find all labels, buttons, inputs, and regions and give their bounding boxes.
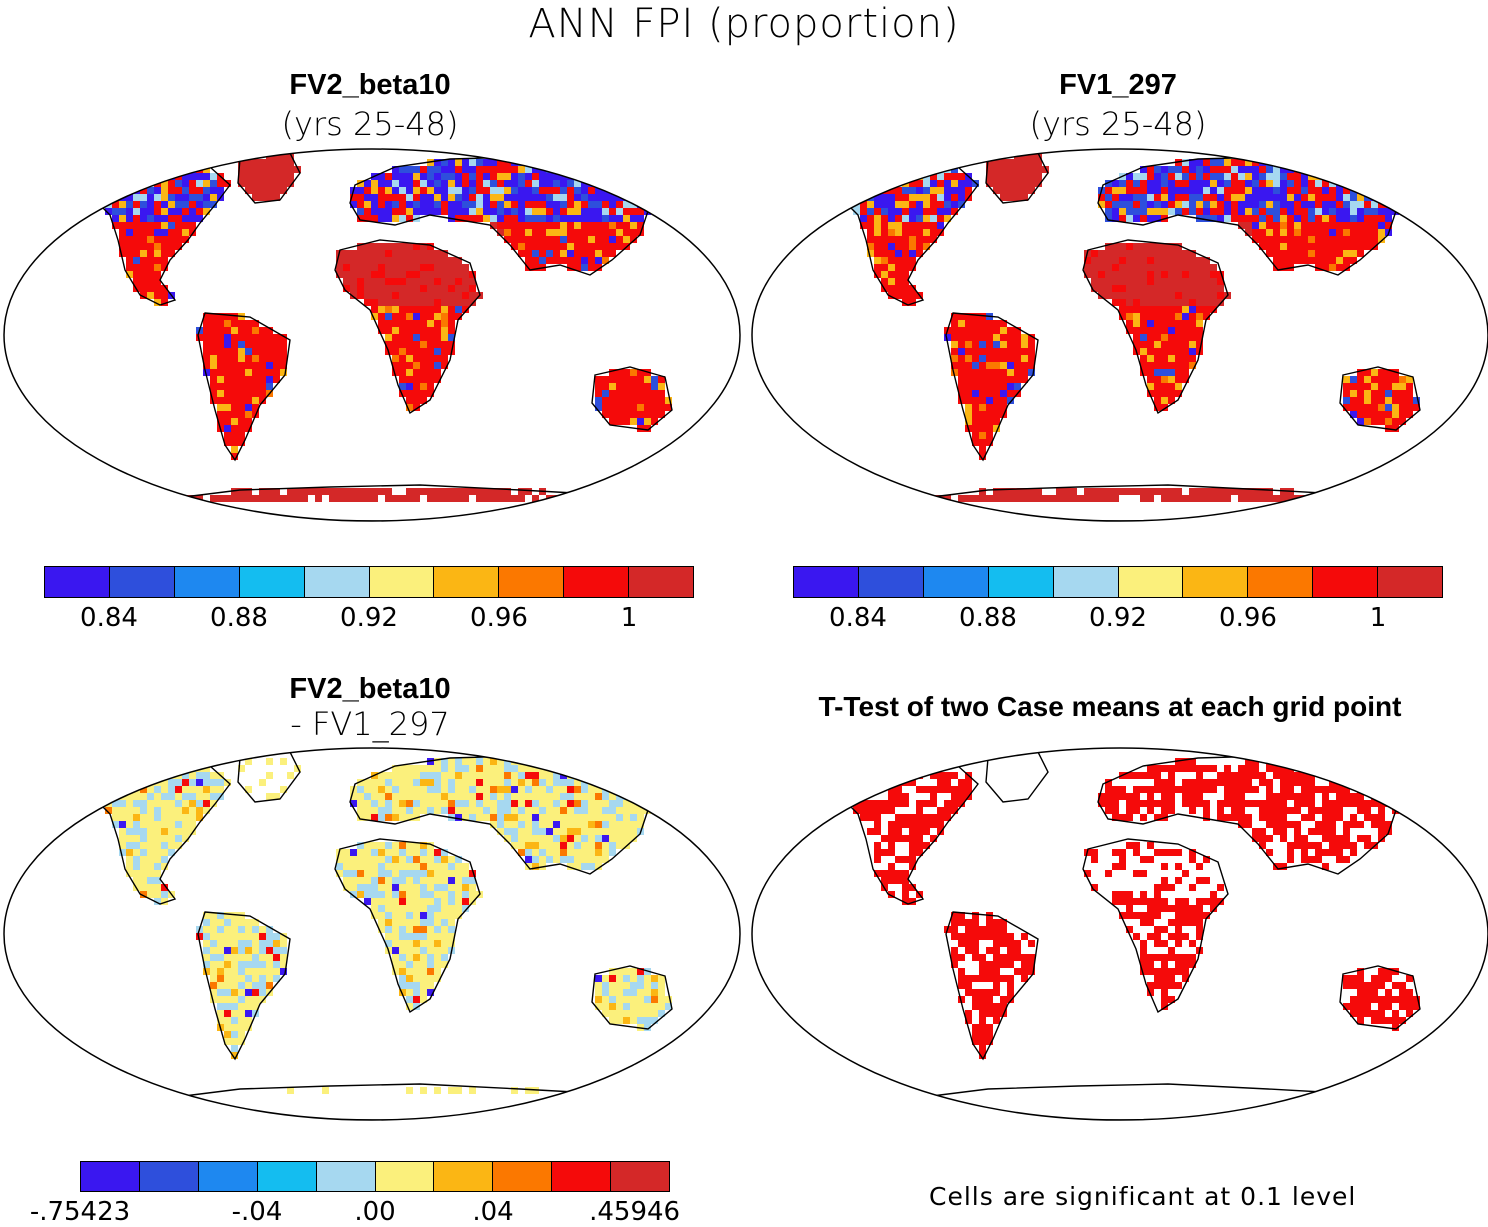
colorbar-swatch [375,1162,435,1191]
colorbar-swatch [257,1162,317,1191]
tick-label: 0.96 [470,603,528,633]
tick-label: -.75423 [29,1197,131,1227]
map-ttest [751,747,1488,1121]
panel-title-ttest: T-Test of two Case means at each grid po… [818,691,1402,722]
colorbar-swatch [304,567,370,597]
colorbar-swatch [794,567,859,597]
colorbar-swatch [1378,567,1443,597]
colorbar-swatch [858,567,924,597]
tick-label: .04 [472,1197,514,1227]
colorbar-swatch [316,1162,376,1191]
tick-label: 1 [620,603,638,633]
colorbar-swatch [109,567,175,597]
colorbar-fv2 [44,566,694,598]
map-fv1 [751,148,1488,522]
significance-note: Cells are significant at 0.1 level [929,1182,1357,1211]
colorbar-swatch [1053,567,1119,597]
colorbar-swatch [174,567,240,597]
tick-label: 0.88 [959,603,1017,633]
colorbar-swatch [611,1162,670,1191]
panel-title-fv1: FV1_297 [1059,69,1177,101]
colorbar-swatch [1313,567,1379,597]
colorbar-swatch [1248,567,1314,597]
panel-title-diff: FV2_beta10 [289,673,451,705]
map-fv2 [3,148,741,522]
colorbar-fv2-ticks: 0.84 0.88 0.92 0.96 1 [44,603,694,633]
colorbar-swatch [1183,567,1249,597]
panel-title-fv2: FV2_beta10 [289,69,451,101]
map-diff [3,747,741,1121]
colorbar-swatch [564,567,630,597]
tick-label: .00 [354,1197,396,1227]
figure-title: ANN FPI (proportion) [528,1,960,47]
colorbar-swatch [988,567,1054,597]
tick-label: 0.96 [1219,603,1277,633]
panel-subtitle-diff: - FV1_297 [290,705,450,743]
colorbar-swatch [923,567,989,597]
tick-label: 1 [1369,603,1387,633]
colorbar-swatch [139,1162,199,1191]
colorbar-swatch [434,1162,494,1191]
tick-label: 0.84 [80,603,138,633]
colorbar-swatch [493,1162,553,1191]
colorbar-fv1 [793,566,1443,598]
colorbar-swatch [629,567,694,597]
tick-label: 0.92 [340,603,398,633]
colorbar-diff [80,1161,670,1192]
colorbar-swatch [1118,567,1184,597]
tick-label: 0.88 [210,603,268,633]
colorbar-swatch [239,567,305,597]
tick-label: 0.92 [1089,603,1147,633]
colorbar-swatch [434,567,500,597]
tick-label: 0.84 [829,603,887,633]
colorbar-swatch [198,1162,258,1191]
panel-subtitle-fv1: (yrs 25-48) [1029,105,1207,143]
panel-subtitle-fv2: (yrs 25-48) [281,105,459,143]
colorbar-diff-ticks: -.75423 -.04 .00 .04 .45946 [30,1197,680,1227]
colorbar-swatch [45,567,110,597]
colorbar-swatch [81,1162,140,1191]
tick-label: -.04 [231,1197,283,1227]
colorbar-swatch [552,1162,612,1191]
colorbar-swatch [369,567,435,597]
tick-label: .45946 [589,1197,681,1227]
colorbar-swatch [499,567,565,597]
colorbar-fv1-ticks: 0.84 0.88 0.92 0.96 1 [793,603,1443,633]
